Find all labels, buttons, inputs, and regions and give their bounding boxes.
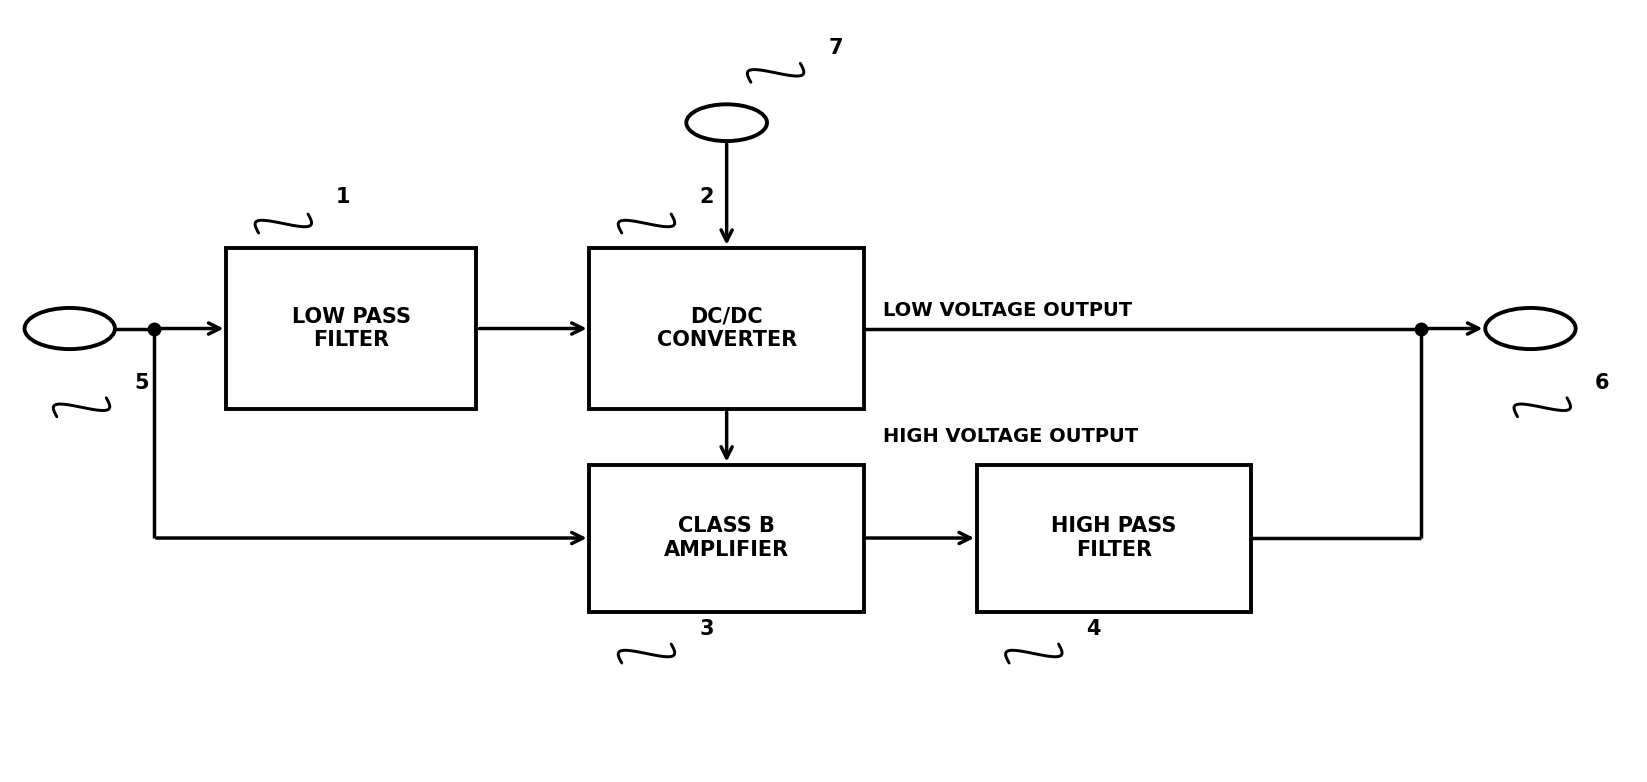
Circle shape (687, 104, 768, 141)
Text: 5: 5 (135, 373, 148, 393)
Text: LOW VOLTAGE OUTPUT: LOW VOLTAGE OUTPUT (883, 301, 1133, 320)
Text: 3: 3 (700, 619, 713, 640)
Bar (590, 465, 865, 612)
Text: 6: 6 (1594, 373, 1609, 393)
Bar (590, 248, 865, 410)
Text: LOW PASS
FILTER: LOW PASS FILTER (292, 307, 410, 350)
Circle shape (25, 308, 115, 349)
Bar (226, 248, 476, 410)
Text: DC/DC
CONVERTER: DC/DC CONVERTER (657, 307, 797, 350)
Circle shape (1486, 308, 1576, 349)
Text: HIGH PASS
FILTER: HIGH PASS FILTER (1051, 516, 1176, 560)
Text: HIGH VOLTAGE OUTPUT: HIGH VOLTAGE OUTPUT (883, 428, 1138, 447)
Text: 1: 1 (336, 187, 351, 207)
Text: 2: 2 (700, 187, 713, 207)
Text: CLASS B
AMPLIFIER: CLASS B AMPLIFIER (664, 516, 789, 560)
Bar (977, 465, 1252, 612)
Text: 7: 7 (828, 38, 843, 58)
Text: 4: 4 (1087, 619, 1102, 640)
